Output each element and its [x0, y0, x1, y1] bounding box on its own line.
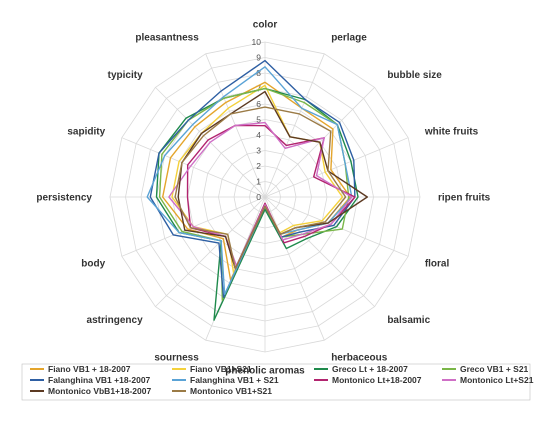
grid-spoke [121, 137, 266, 198]
grid-spoke [155, 196, 266, 307]
series-line [155, 87, 359, 321]
axis-label: sapidity [67, 126, 105, 137]
legend-entry: Montonico Lt+18-2007 [332, 375, 422, 385]
axis-label: persistency [36, 193, 92, 204]
legend-entry: Greco VB1 + S21 [460, 364, 529, 374]
axis-label: herbaceous [331, 352, 388, 363]
tick-label: 9 [256, 53, 261, 63]
axis-label: perlage [331, 33, 367, 44]
tick-label: 10 [252, 37, 262, 47]
tick-label: 8 [256, 68, 261, 78]
grid-spoke [264, 53, 325, 198]
axis-label: balsamic [387, 315, 430, 326]
legend: Fiano VB1 + 18-2007 Fiano VB1+S21 Greco Lt… [21, 363, 534, 401]
axis-label: white fruits [424, 126, 479, 137]
legend-entry: Montonico VbB1+18-2007 [48, 386, 151, 396]
series-line [168, 121, 353, 267]
legend-entry: Montonico Lt+S21 [460, 375, 534, 385]
axis-label: sourness [154, 352, 199, 363]
grid-spoke [264, 196, 375, 307]
legend-entry: Montonico VB1+S21 [190, 386, 272, 396]
tick-label: 1 [256, 177, 261, 187]
legend-entry: Greco Lt + 18-2007 [332, 364, 408, 374]
tick-label: 2 [256, 161, 261, 171]
axis-label: typicity [108, 70, 143, 81]
series-line [186, 124, 356, 270]
series-lines [146, 59, 368, 321]
axis-label: phenolic aromas [225, 366, 305, 377]
axis-label: color [253, 20, 278, 31]
tick-label: 6 [256, 99, 261, 109]
tick-label: 0 [256, 192, 261, 202]
legend-frame [21, 363, 531, 401]
axis-label: ripen fruits [438, 193, 491, 204]
axis-label: astringency [87, 315, 144, 326]
tick-label: 4 [256, 130, 261, 140]
axis-label: floral [425, 259, 450, 270]
legend-entry: Fiano VB1+S21 [190, 364, 252, 374]
legend-entry: Falanghina VB1 +18-2007 [48, 375, 151, 385]
axis-label: bubble size [387, 70, 442, 81]
axis-labels: color perlage bubble size white fruits ripen… [36, 20, 490, 377]
tick-label: 3 [256, 146, 261, 156]
axis-label: body [81, 259, 105, 270]
series-line [174, 106, 347, 270]
axis-label: pleasantness [135, 33, 199, 44]
legend-entry: Falanghina VB1 + S21 [190, 375, 279, 385]
grid-spoke [264, 137, 409, 198]
tick-label: 5 [256, 115, 261, 125]
grid-spoke [264, 196, 325, 341]
legend-entry: Fiano VB1 + 18-2007 [48, 364, 131, 374]
